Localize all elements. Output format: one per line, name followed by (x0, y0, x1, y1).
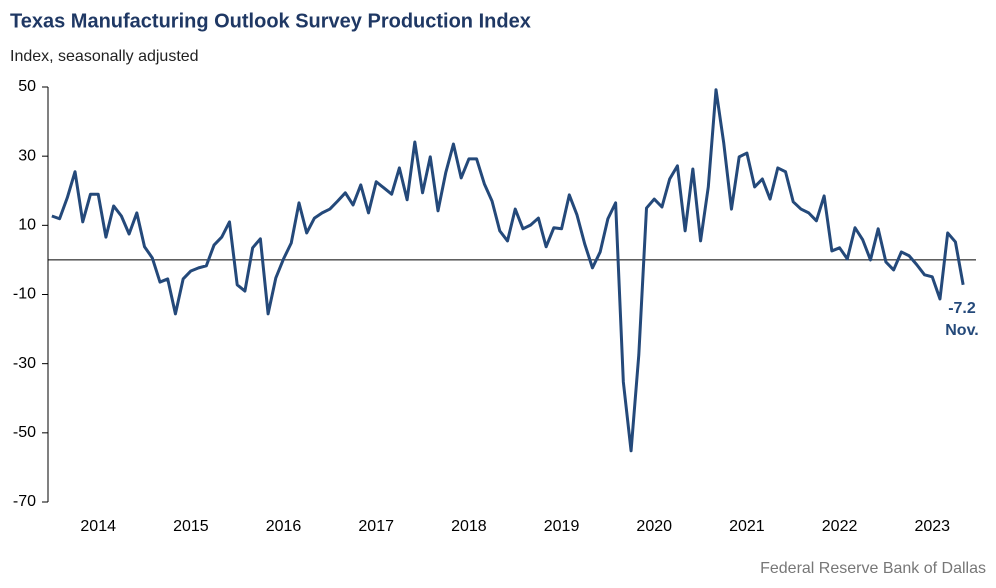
x-tick-label: 2019 (544, 518, 580, 535)
x-tick-label: 2021 (729, 518, 765, 535)
y-tick-label: 10 (18, 217, 36, 234)
x-tick-label: 2020 (636, 518, 672, 535)
annotation-value: -7.2 (948, 300, 976, 317)
y-tick-label: -10 (13, 286, 36, 303)
y-tick-label: -30 (13, 355, 36, 372)
source: Federal Reserve Bank of Dallas (760, 560, 986, 577)
chart-title: Texas Manufacturing Outlook Survey Produ… (10, 10, 531, 32)
x-tick-label: 2017 (358, 518, 394, 535)
chart-subtitle: Index, seasonally adjusted (10, 48, 199, 65)
x-tick-label: 2016 (266, 518, 302, 535)
series-line (51, 88, 965, 453)
x-tick-label: 2022 (822, 518, 858, 535)
annotation-month: Nov. (945, 322, 978, 339)
x-tick-label: 2023 (914, 518, 950, 535)
x-tick-label: 2018 (451, 518, 487, 535)
y-tick-label: -70 (13, 493, 36, 510)
y-tick-label: -50 (13, 424, 36, 441)
y-tick-label: 50 (18, 78, 36, 95)
y-tick-label: 30 (18, 147, 36, 164)
x-tick-label: 2015 (173, 518, 209, 535)
x-tick-label: 2014 (80, 518, 116, 535)
